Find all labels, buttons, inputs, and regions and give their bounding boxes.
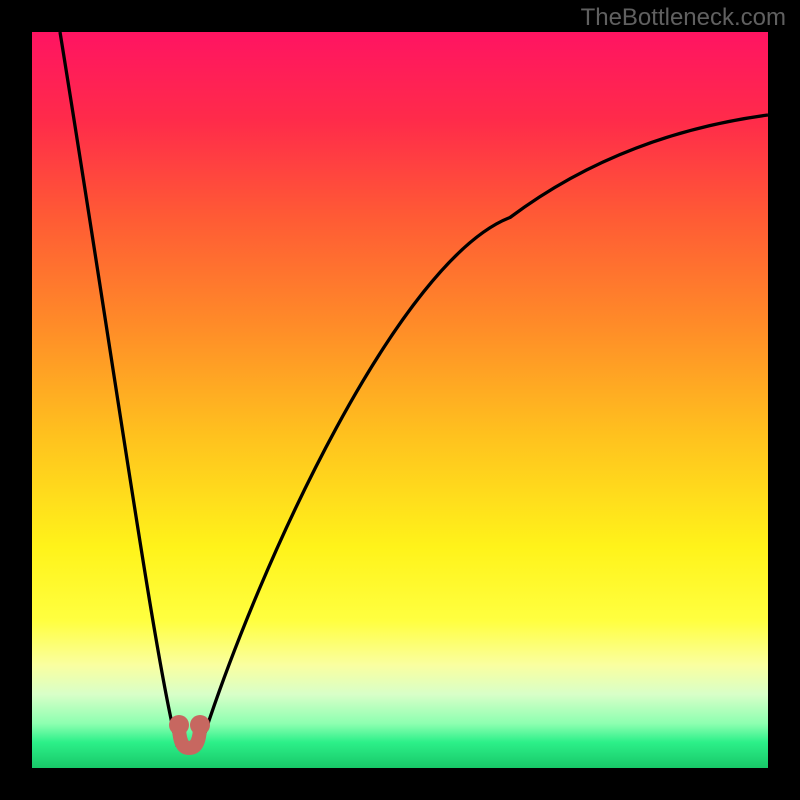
gradient-background — [32, 32, 768, 768]
bottleneck-chart — [0, 0, 800, 800]
chart-container: TheBottleneck.com — [0, 0, 800, 800]
watermark-text: TheBottleneck.com — [581, 4, 786, 32]
